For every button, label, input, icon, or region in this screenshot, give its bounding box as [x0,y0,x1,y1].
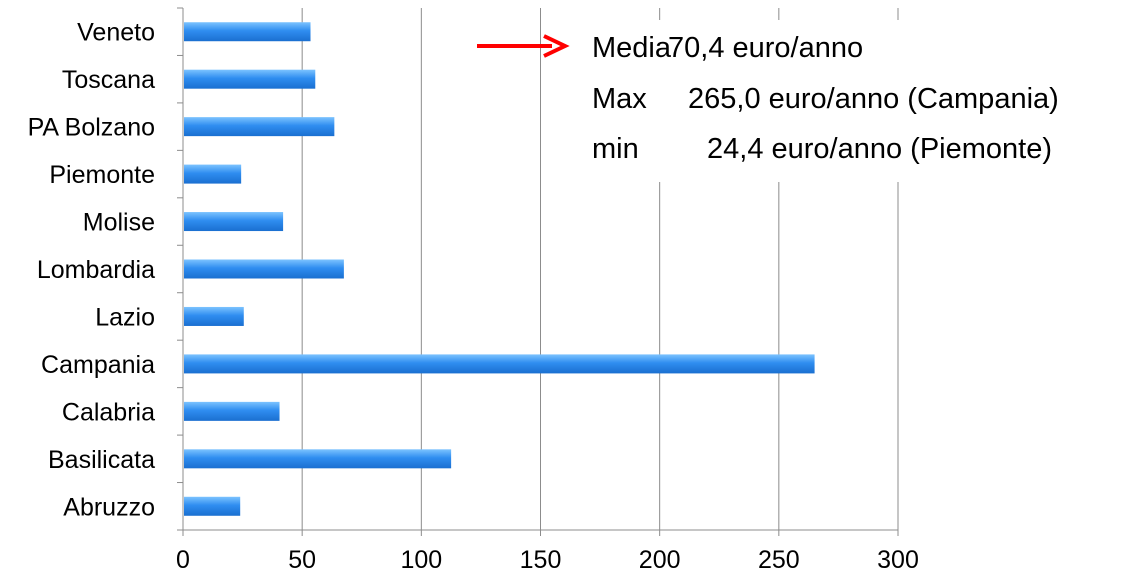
annotation-value: 70,4 euro/anno [668,32,863,64]
annotation-background [565,20,1130,182]
x-tick-label: 0 [176,546,190,574]
category-label: Lazio [95,303,155,331]
x-tick-label: 50 [288,546,316,574]
bar [184,496,241,516]
x-tick-label: 250 [758,546,800,574]
category-label: PA Bolzano [28,114,155,142]
annotation-value: 265,0 euro/anno (Campania) [688,83,1059,115]
bar [184,69,316,89]
bar [184,212,284,232]
x-tick-label: 150 [520,546,562,574]
annotation-label: Max [592,83,647,115]
bar [184,117,335,137]
x-tick-label: 200 [639,546,681,574]
category-label: Abruzzo [63,493,155,521]
bar [184,401,280,421]
category-label: Basilicata [48,446,155,474]
bars [184,22,815,516]
arrow-icon [543,34,570,58]
annotation-label: min [592,133,639,165]
category-label: Campania [41,351,155,379]
category-label: Veneto [77,19,155,47]
tick-labels: 0 50 100 150 200 250 300 [176,546,919,574]
bar [184,164,242,184]
category-labels: Veneto Toscana PA Bolzano Piemonte Molise Lom… [28,19,156,522]
bar [184,259,344,279]
category-label: Calabria [62,398,155,426]
axes [177,7,899,536]
category-label: Lombardia [37,256,155,284]
annotation-value: 24,4 euro/anno (Piemonte) [707,133,1052,165]
bar [184,306,244,326]
category-label: Toscana [62,66,155,94]
bar [184,449,452,469]
annotation-label: Media [592,32,672,64]
category-label: Molise [83,209,155,237]
bar [184,354,815,374]
category-label: Piemonte [49,161,155,189]
x-tick-label: 100 [400,546,442,574]
x-tick-label: 300 [877,546,919,574]
bar [184,22,311,42]
